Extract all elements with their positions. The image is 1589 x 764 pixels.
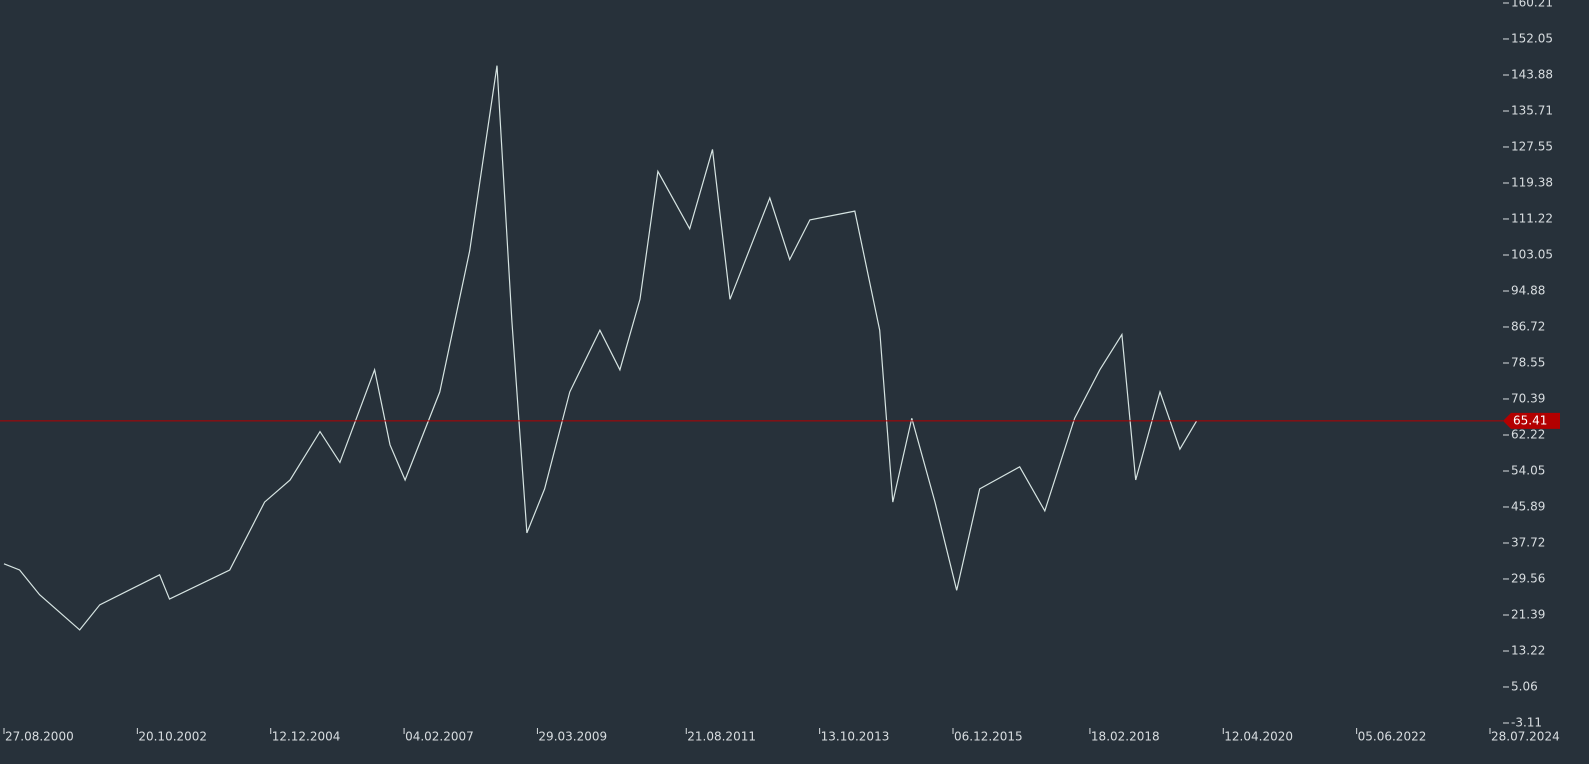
y-tick-label: 21.39 [1511, 607, 1545, 621]
price-line-series [3, 65, 1198, 631]
last-price-badge [1503, 412, 1560, 429]
y-tick-label: 143.88 [1511, 67, 1553, 81]
y-tick-label: 70.39 [1511, 391, 1545, 405]
y-tick-label: 160.21 [1511, 0, 1553, 10]
y-tick-label: 86.72 [1511, 319, 1545, 333]
x-tick-label: 12.12.2004 [272, 730, 341, 744]
y-tick-label: 127.55 [1511, 139, 1553, 153]
y-tick-label: 78.55 [1511, 356, 1545, 370]
y-tick-label: 103.05 [1511, 247, 1553, 261]
y-tick-label: 135.71 [1511, 104, 1553, 118]
y-tick-label: 62.22 [1511, 427, 1545, 441]
x-tick-label: 28.07.2024 [1491, 730, 1560, 744]
x-tick-label: 18.02.2018 [1091, 730, 1160, 744]
y-tick-label: 5.06 [1511, 679, 1538, 693]
y-tick-label: 111.22 [1511, 211, 1553, 225]
y-tick-label: 54.05 [1511, 464, 1545, 478]
y-tick-label: 45.89 [1511, 499, 1545, 513]
y-tick-label: -3.11 [1511, 716, 1542, 730]
x-tick-label: 12.04.2020 [1224, 730, 1293, 744]
x-tick-label: 06.12.2015 [954, 730, 1023, 744]
y-tick-label: 29.56 [1511, 571, 1545, 585]
x-tick-label: 21.08.2011 [687, 730, 756, 744]
x-tick-label: 05.06.2022 [1358, 730, 1427, 744]
y-tick-label: 94.88 [1511, 284, 1545, 298]
y-tick-label: 13.22 [1511, 644, 1545, 658]
last-price-label: 65.41 [1513, 413, 1547, 427]
y-tick-label: 119.38 [1511, 176, 1553, 190]
x-tick-label: 29.03.2009 [538, 730, 607, 744]
x-tick-label: 13.10.2013 [821, 730, 890, 744]
y-tick-label: 152.05 [1511, 31, 1553, 45]
x-tick-label: 27.08.2000 [5, 730, 74, 744]
x-tick-label: 04.02.2007 [405, 730, 474, 744]
x-tick-label: 20.10.2002 [138, 730, 207, 744]
y-tick-label: 37.72 [1511, 536, 1545, 550]
